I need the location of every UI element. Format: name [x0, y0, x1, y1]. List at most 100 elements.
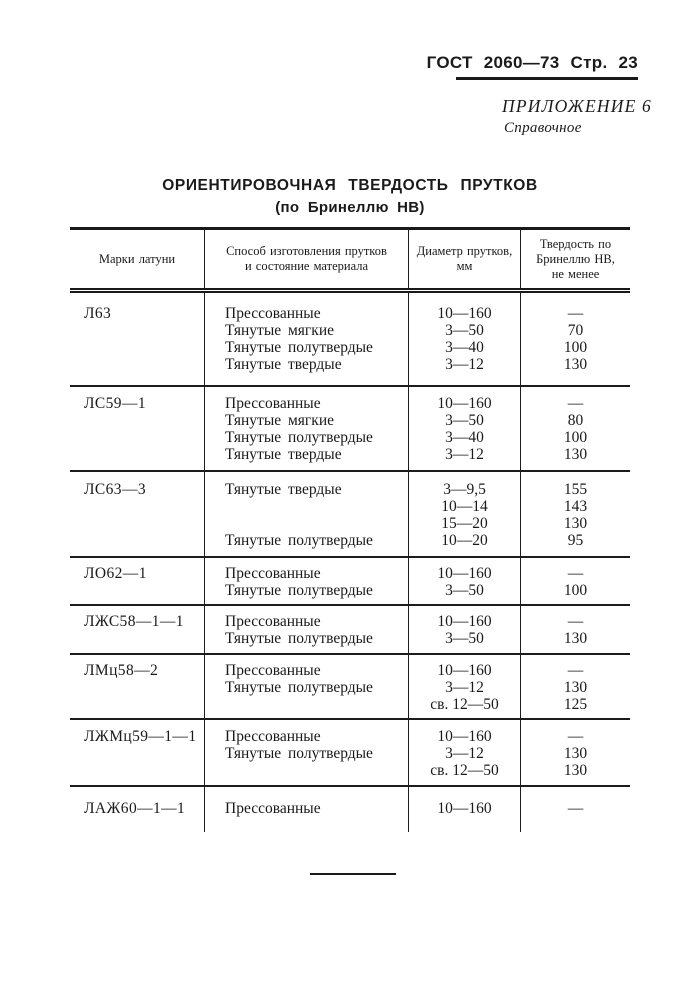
brass-grade: ЛС59—1 — [84, 395, 147, 412]
diameter-value: 3—50 — [445, 582, 484, 599]
diameter-value: 10—160 — [437, 613, 492, 630]
hardness-value: 130 — [563, 679, 588, 696]
brass-grade: Л63 — [84, 305, 112, 322]
diameter-value: 3—40 — [445, 339, 484, 356]
diameter-value: 3—12 — [445, 446, 484, 463]
method-value: Тянутые твердые — [225, 481, 342, 498]
hardness-value: 130 — [563, 515, 588, 532]
hardness-value: — — [567, 613, 584, 630]
method-value: Тянутые полутвердые — [225, 679, 373, 696]
diameter-value: 3—40 — [445, 429, 484, 446]
method-value: Прессованные — [225, 395, 321, 412]
brass-grade: ЛС63—3 — [84, 481, 147, 498]
column-header-method: Способ изготовления прутков и состояние … — [204, 230, 408, 288]
hardness-value: 130 — [563, 762, 588, 779]
brass-grade: ЛАЖ60—1—1 — [84, 800, 186, 817]
table-row: ЛМц58—2 Прессованные Тянутые полутвердые… — [70, 653, 630, 718]
column-header-diameter: Диаметр прутков, мм — [408, 230, 520, 288]
diameter-value: 10—160 — [437, 395, 492, 412]
diameter-value: 3—12 — [445, 356, 484, 373]
diameter-value: 15—20 — [441, 515, 488, 532]
method-value: Тянутые мягкие — [225, 412, 334, 429]
end-of-document-rule — [310, 873, 396, 875]
annex-label: ПРИЛОЖЕНИЕ 6 — [502, 96, 652, 116]
hardness-value: — — [567, 800, 584, 817]
method-value: Прессованные — [225, 613, 321, 630]
diameter-value: 10—160 — [437, 565, 492, 582]
method-value — [225, 762, 408, 779]
diameter-value: 10—160 — [437, 305, 492, 322]
page-header-rule — [456, 77, 638, 80]
method-value: Тянутые полутвердые — [225, 429, 373, 446]
hardness-value: 130 — [563, 446, 588, 463]
hardness-value: 143 — [563, 498, 588, 515]
method-value: Тянутые полутвердые — [225, 630, 373, 647]
hardness-value: 130 — [563, 356, 588, 373]
diameter-value: 3—50 — [445, 630, 484, 647]
method-value: Прессованные — [225, 800, 321, 817]
diameter-value: 3—9,5 — [443, 481, 486, 498]
column-header-grade: Марки латуни — [98, 251, 176, 266]
table-row: Л63 Прессованные Тянутые мягкие Тянутые … — [70, 293, 630, 385]
brass-grade: ЛЖС58—1—1 — [84, 613, 184, 630]
diameter-value: 10—20 — [441, 532, 488, 549]
diameter-value: 10—160 — [437, 800, 492, 817]
column-header-hardness: Твердость по Бринеллю НВ, не менее — [520, 230, 630, 288]
table-row: ЛЖС58—1—1 Прессованные Тянутые полутверд… — [70, 604, 630, 653]
method-value: Прессованные — [225, 305, 321, 322]
annex-block: ПРИЛОЖЕНИЕ 6 Справочное — [502, 96, 652, 137]
method-value: Тянутые твердые — [225, 356, 342, 373]
method-value: Прессованные — [225, 565, 321, 582]
hardness-value: 95 — [567, 532, 584, 549]
table-row: ЛЖМц59—1—1 Прессованные Тянутые полутвер… — [70, 718, 630, 785]
table-row: ЛАЖ60—1—1 Прессованные 10—160 — — [70, 785, 630, 832]
hardness-value: — — [567, 565, 584, 582]
hardness-value: 100 — [563, 582, 588, 599]
document-title: ОРИЕНТИРОВОЧНАЯ ТВЕРДОСТЬ ПРУТКОВ — [162, 177, 538, 194]
method-value — [225, 515, 408, 532]
method-value: Тянутые полутвердые — [225, 339, 373, 356]
method-value: Тянутые мягкие — [225, 322, 334, 339]
table-header-row: Марки латуни Способ изготовления прутков… — [70, 227, 630, 293]
diameter-value: 3—50 — [445, 322, 484, 339]
hardness-value: — — [567, 395, 584, 412]
hardness-value: 130 — [563, 745, 588, 762]
method-value: Тянутые полутвердые — [225, 582, 373, 599]
method-value: Прессованные — [225, 728, 321, 745]
table-row: ЛС59—1 Прессованные Тянутые мягкие Тянут… — [70, 385, 630, 470]
hardness-value: 155 — [563, 481, 588, 498]
table-row: ЛС63—3 Тянутые твердые Тянутые полутверд… — [70, 470, 630, 556]
document-subtitle: (по Бринеллю НВ) — [275, 199, 425, 216]
method-value — [225, 696, 408, 713]
diameter-value: св. 12—50 — [430, 762, 499, 779]
hardness-value: 100 — [563, 429, 588, 446]
diameter-value: 3—12 — [445, 745, 484, 762]
hardness-table: Марки латуни Способ изготовления прутков… — [70, 227, 630, 832]
diameter-value: 3—12 — [445, 679, 484, 696]
page-header-gost: ГОСТ 2060—73 Стр. 23 — [426, 53, 638, 72]
annex-note: Справочное — [504, 120, 582, 136]
hardness-value: 125 — [563, 696, 588, 713]
hardness-value: 130 — [563, 630, 588, 647]
hardness-value: 80 — [567, 412, 584, 429]
hardness-value: 70 — [567, 322, 584, 339]
diameter-value: св. 12—50 — [430, 696, 499, 713]
hardness-value: — — [567, 662, 584, 679]
brass-grade: ЛМц58—2 — [84, 662, 159, 679]
hardness-value: — — [567, 728, 584, 745]
method-value: Тянутые полутвердые — [225, 532, 373, 549]
method-value — [225, 498, 408, 515]
table-row: ЛО62—1 Прессованные Тянутые полутвердые … — [70, 556, 630, 604]
diameter-value: 3—50 — [445, 412, 484, 429]
diameter-value: 10—14 — [441, 498, 488, 515]
method-value: Тянутые твердые — [225, 446, 342, 463]
brass-grade: ЛО62—1 — [84, 565, 147, 582]
diameter-value: 10—160 — [437, 662, 492, 679]
method-value: Тянутые полутвердые — [225, 745, 373, 762]
method-value: Прессованные — [225, 662, 321, 679]
diameter-value: 10—160 — [437, 728, 492, 745]
brass-grade: ЛЖМц59—1—1 — [84, 728, 197, 745]
hardness-value: — — [567, 305, 584, 322]
hardness-value: 100 — [563, 339, 588, 356]
